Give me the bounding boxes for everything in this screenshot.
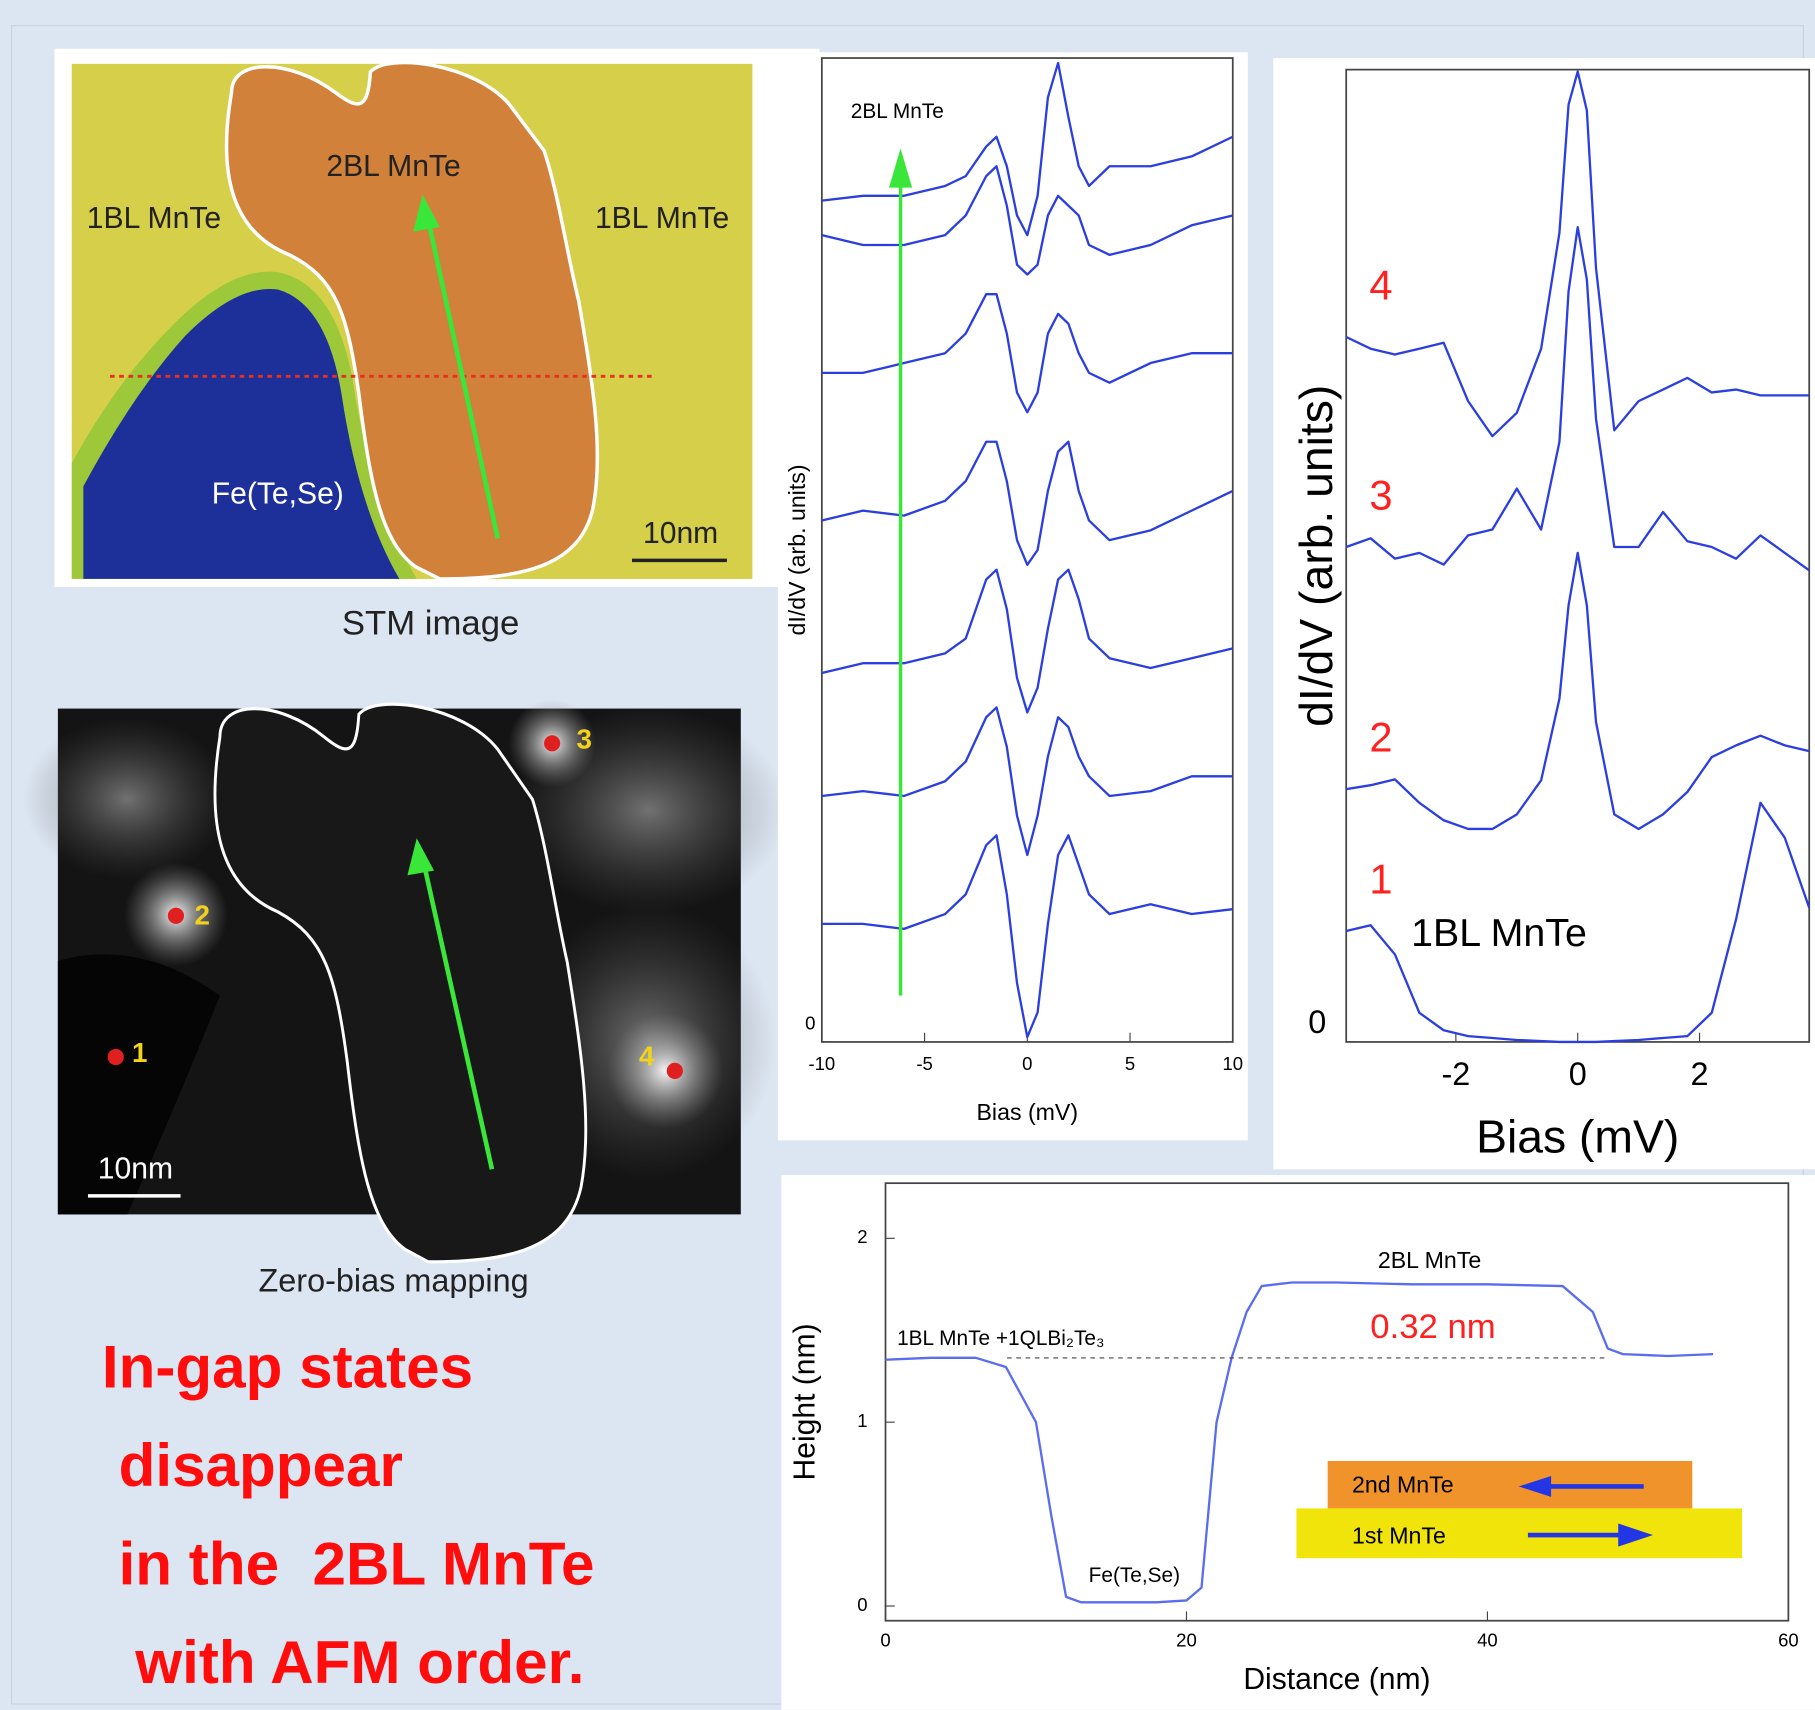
region-label: 1BL MnTe	[595, 202, 729, 235]
stm-image: 2BL MnTe 1BL MnTe 1BL MnTe Fe(Te,Se) 10n…	[54, 49, 819, 643]
series-label: 3	[1369, 471, 1392, 518]
conclusion-line: In-gap states	[102, 1334, 473, 1401]
x-tick-label: -5	[916, 1053, 932, 1074]
annotation: 2nd MnTe	[1352, 1472, 1454, 1498]
region-label: 2BL MnTe	[326, 150, 460, 183]
series-label: 4	[1369, 261, 1392, 308]
point	[108, 1049, 124, 1065]
conclusion-line: in the 2BL MnTe	[102, 1531, 595, 1598]
x-tick-label: 5	[1125, 1053, 1135, 1074]
x-tick-label: 60	[1778, 1629, 1799, 1650]
x-tick-label: -10	[808, 1053, 835, 1074]
y-axis-label: dI/dV (arb. units)	[784, 464, 810, 635]
conclusion-line: disappear	[102, 1432, 403, 1499]
annotation: 0.32 nm	[1370, 1308, 1495, 1346]
glow	[23, 718, 231, 880]
zero-bias-map: 1 2 3 4 10nm Zero-bias mapping	[23, 699, 787, 1298]
x-tick-label: -2	[1441, 1056, 1470, 1092]
glow	[608, 1013, 724, 1129]
page: 2BL MnTe 1BL MnTe 1BL MnTe Fe(Te,Se) 10n…	[0, 0, 1815, 1710]
slide: 2BL MnTe 1BL MnTe 1BL MnTe Fe(Te,Se) 10n…	[0, 0, 1815, 1710]
caption: STM image	[342, 604, 520, 642]
panel	[778, 52, 1248, 1140]
annotation: 2BL MnTe	[851, 100, 944, 123]
x-axis-label: Distance (nm)	[1243, 1663, 1430, 1696]
point-label: 1	[132, 1037, 147, 1068]
x-tick-label: 0	[880, 1629, 890, 1650]
x-axis-label: Bias (mV)	[977, 1099, 1079, 1125]
y-axis-label: dI/dV (arb. units)	[1290, 385, 1342, 727]
annotation: 1BL MnTe +1QLBi₂Te₃	[897, 1327, 1104, 1350]
x-tick-label: 0	[1569, 1056, 1587, 1092]
point	[667, 1063, 683, 1079]
y-tick-label: 1	[857, 1410, 867, 1431]
x-tick-label: 2	[1691, 1056, 1709, 1092]
scale-bar-label: 10nm	[643, 517, 718, 550]
x-tick-label: 10	[1222, 1053, 1243, 1074]
point-label: 3	[576, 723, 591, 754]
y-tick-label: 0	[857, 1594, 867, 1615]
annotation: Fe(Te,Se)	[1089, 1564, 1180, 1587]
series-label: 2	[1369, 714, 1392, 761]
region-label: 1BL MnTe	[87, 202, 221, 235]
x-tick-label: 20	[1176, 1629, 1197, 1650]
annotation: 1st MnTe	[1352, 1522, 1446, 1548]
y-tick-label: 2	[857, 1226, 867, 1247]
point-label: 2	[194, 899, 209, 930]
panel	[781, 1175, 1815, 1710]
series-label: 1	[1369, 855, 1392, 902]
point	[168, 908, 184, 924]
y-axis-label: Height (nm)	[789, 1323, 822, 1480]
y-tick-label: 0	[1308, 1004, 1326, 1040]
annotation: 2BL MnTe	[1378, 1247, 1481, 1273]
x-tick-label: 40	[1477, 1629, 1498, 1650]
x-axis-label: Bias (mV)	[1476, 1111, 1679, 1163]
caption: Zero-bias mapping	[258, 1262, 528, 1298]
point-label: 4	[639, 1040, 655, 1071]
x-tick-label: 0	[1022, 1053, 1032, 1074]
annotation: 1BL MnTe	[1411, 911, 1587, 955]
panel	[1273, 58, 1815, 1169]
region-label: Fe(Te,Se)	[212, 478, 344, 511]
scale-bar-label: 10nm	[98, 1152, 173, 1185]
point	[544, 735, 560, 751]
conclusion-line: with AFM order.	[102, 1629, 585, 1696]
y-tick-label: 0	[805, 1012, 815, 1033]
